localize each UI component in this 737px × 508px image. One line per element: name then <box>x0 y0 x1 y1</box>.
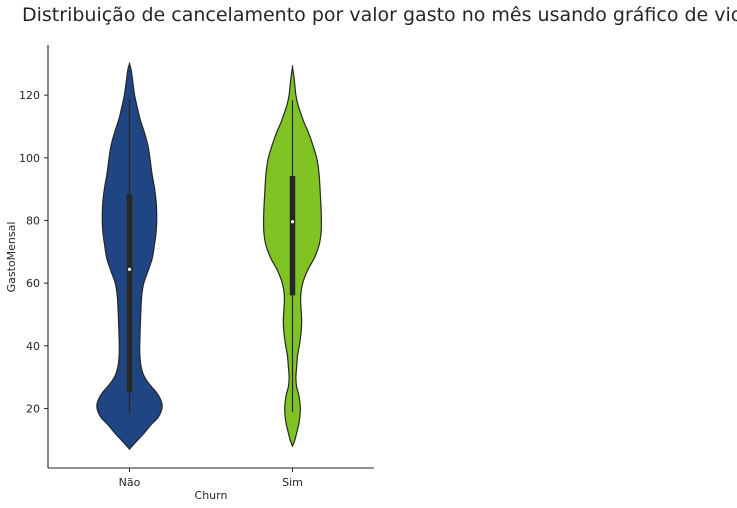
violins-layer <box>96 62 323 451</box>
x-tick-label: Sim <box>282 476 303 489</box>
y-tick-layer: 20 40 60 80 100 120 <box>19 89 48 415</box>
x-axis-label: Churn <box>195 489 228 502</box>
y-tick-label: 80 <box>26 214 40 227</box>
x-tick-label: Não <box>119 476 141 489</box>
x-tick-layer: Não Sim <box>119 468 303 489</box>
y-tick-label: 100 <box>19 152 40 165</box>
violin-median-1 <box>290 220 295 224</box>
y-tick-label: 120 <box>19 89 40 102</box>
violin-median-0 <box>127 267 132 271</box>
y-tick-label: 20 <box>26 402 40 415</box>
y-tick-label: 40 <box>26 340 40 353</box>
y-axis-label: GastoMensal <box>5 222 18 293</box>
y-tick-label: 60 <box>26 277 40 290</box>
chart-title: Distribuição de cancelamento por valor g… <box>22 4 737 26</box>
